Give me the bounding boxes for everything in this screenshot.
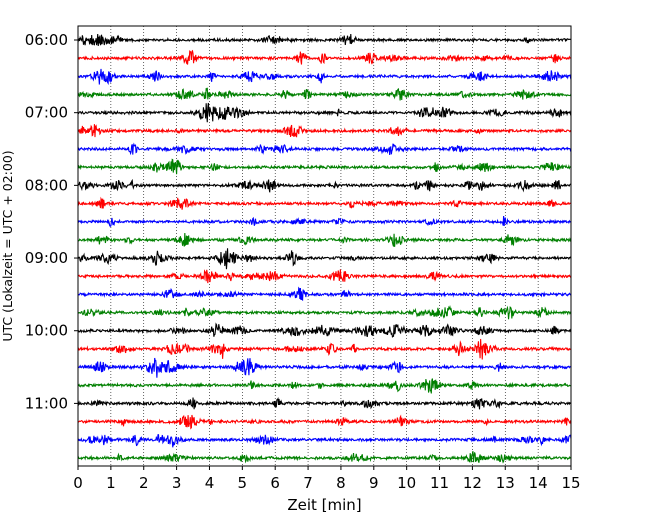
x-axis-ticks: 0 1 2 3 4 5 6 7 8 9 10 11 12 13 14 15: [73, 466, 581, 492]
x-tick-label-0: 0: [73, 474, 83, 492]
trace-0700: [77, 102, 572, 123]
trace-1045: [77, 378, 572, 394]
trace-0730: [77, 142, 572, 156]
trace-0745: [77, 158, 572, 175]
y-axis-label: UTC (Lokalzeit = UTC + 02:00): [0, 150, 15, 341]
trace-1115: [77, 414, 572, 430]
y-tick-label-09:00: 09:00: [25, 249, 68, 267]
grid-lines: [110, 26, 539, 466]
trace-0845: [77, 232, 572, 247]
x-tick-label-2: 2: [139, 474, 149, 492]
x-tick-label-11: 11: [430, 474, 449, 492]
x-tick-label-1: 1: [106, 474, 116, 492]
trace-0615: [77, 49, 572, 65]
trace-0900: [77, 248, 572, 270]
trace-1030: [77, 357, 572, 378]
y-tick-label-08:00: 08:00: [25, 176, 68, 194]
x-tick-label-9: 9: [369, 474, 379, 492]
x-tick-label-15: 15: [561, 474, 580, 492]
trace-0915: [77, 269, 572, 284]
x-axis-label: Zeit [min]: [287, 496, 361, 514]
trace-1000: [77, 322, 572, 339]
x-tick-label-10: 10: [397, 474, 416, 492]
x-tick-label-3: 3: [172, 474, 182, 492]
x-tick-label-5: 5: [238, 474, 248, 492]
trace-0630: [77, 68, 572, 86]
y-axis-ticks: 06:00 07:00 08:00 09:00 10:00 11:00: [25, 31, 78, 412]
y-tick-label-06:00: 06:00: [25, 31, 68, 49]
x-tick-label-13: 13: [496, 474, 515, 492]
x-tick-label-7: 7: [303, 474, 313, 492]
trace-0830: [77, 215, 572, 228]
y-tick-label-11:00: 11:00: [25, 394, 68, 412]
x-tick-label-14: 14: [529, 474, 548, 492]
trace-0600: [77, 33, 572, 46]
trace-0930: [77, 286, 572, 302]
seismogram-traces: [77, 33, 572, 464]
y-tick-label-07:00: 07:00: [25, 104, 68, 122]
trace-0645: [77, 87, 572, 101]
trace-0815: [77, 196, 572, 210]
x-tick-label-12: 12: [463, 474, 482, 492]
trace-0800: [77, 178, 572, 193]
x-tick-label-4: 4: [205, 474, 215, 492]
trace-1100: [77, 397, 572, 410]
trace-1145: [77, 451, 572, 464]
x-tick-label-6: 6: [270, 474, 280, 492]
trace-0715: [77, 124, 572, 138]
y-tick-label-10:00: 10:00: [25, 322, 68, 340]
trace-0945: [77, 304, 572, 320]
trace-1130: [77, 434, 572, 448]
trace-1015: [77, 338, 572, 360]
plot-frame: [77, 25, 572, 467]
x-tick-label-8: 8: [336, 474, 346, 492]
